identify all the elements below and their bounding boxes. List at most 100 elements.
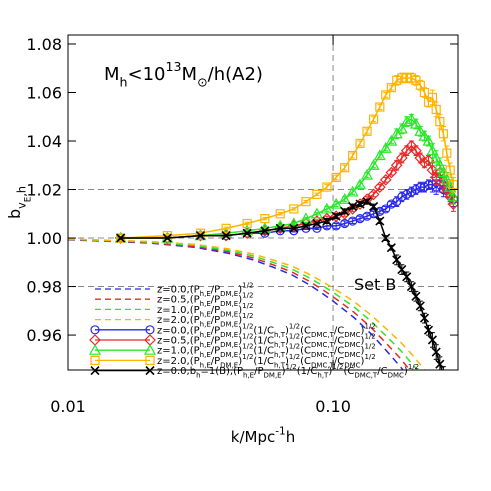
error-bar — [440, 125, 446, 142]
legend-label-part: DMC — [344, 331, 360, 339]
series-line — [68, 238, 426, 370]
marker — [195, 231, 206, 241]
marker — [221, 223, 231, 233]
marker — [221, 231, 231, 241]
marker — [385, 166, 398, 179]
legend-label-part: h — [196, 372, 200, 380]
legend-label-part: /C — [377, 366, 387, 377]
marker — [392, 197, 402, 207]
legend-label-part: ) — [238, 346, 242, 357]
marker — [426, 144, 439, 156]
error-bar — [223, 226, 229, 231]
marker — [375, 102, 385, 112]
legend-label-part: DM,E — [220, 341, 238, 349]
marker — [386, 243, 396, 253]
marker — [275, 209, 285, 219]
legend-label-part: (1/C — [253, 356, 274, 367]
marker — [375, 216, 385, 226]
marker — [445, 165, 455, 175]
legend-label: z=0.5,(Ph,E/PDM,E)1/2 — [157, 292, 253, 309]
marker — [301, 221, 311, 231]
legend-label-part: /C — [334, 356, 344, 367]
annotation-note: Set B — [354, 275, 396, 294]
error-bar — [383, 91, 389, 98]
legend-label-part: DMC,T — [311, 331, 335, 339]
annotation-part: /h(A2) — [208, 64, 263, 85]
marker — [381, 90, 391, 100]
marker — [88, 343, 102, 355]
legend-label-part: h,T — [274, 351, 286, 359]
error-bar — [377, 184, 383, 191]
legend-label-part: ) — [238, 325, 242, 336]
annotation-part: 13 — [166, 59, 182, 74]
legend-label-part: /P — [211, 305, 220, 316]
legend-label-part: (C — [300, 336, 311, 347]
marker — [411, 291, 421, 301]
legend-label-part: DM,E — [220, 290, 238, 298]
marker — [395, 152, 408, 164]
legend-label-part: h,T — [274, 331, 286, 339]
marker — [435, 359, 445, 369]
marker — [312, 189, 322, 199]
error-bar — [291, 207, 297, 211]
marker — [143, 343, 157, 355]
legend-label-part: DM,E — [220, 331, 238, 339]
legend-label: z=0.0,bh=1(B),(Ph,E/PDM,E)1/2(1/Ch,T)1/2… — [157, 363, 419, 380]
error-bar — [342, 164, 348, 171]
marker — [400, 115, 413, 127]
marker — [362, 126, 372, 136]
marker — [369, 209, 379, 219]
error-bar — [444, 145, 450, 161]
legend-label-part: ) — [285, 325, 289, 336]
legend-label-part: (1/C — [253, 325, 274, 336]
legend-label-part: DM,E — [264, 372, 282, 380]
marker — [275, 223, 285, 233]
marker — [438, 129, 448, 139]
marker — [419, 87, 430, 98]
marker — [447, 198, 458, 210]
legend-label-part: DM,E — [220, 351, 238, 359]
legend-label-part: ) — [238, 336, 242, 347]
marker — [444, 180, 457, 192]
marker — [442, 148, 452, 158]
legend-label-part: h,E — [200, 351, 211, 359]
legend-label-part: ) — [238, 285, 242, 296]
error-bar — [357, 215, 363, 222]
error-bar — [314, 226, 320, 231]
legend-label-part: 1/2 — [364, 353, 375, 361]
legend-label-part: DM,E — [220, 310, 238, 318]
legend-label-part: z=2.0,(P — [157, 356, 200, 367]
marker — [390, 159, 403, 172]
legend-label-part: 1/2 — [364, 322, 375, 330]
marker — [369, 201, 379, 212]
marker — [448, 180, 458, 190]
marker — [355, 138, 365, 149]
x-tick-label: 0.01 — [50, 397, 86, 416]
legend-label-part: h,T — [274, 361, 286, 369]
legend-label-part: 1/2 — [332, 363, 343, 371]
x-tick-label: 0.10 — [315, 397, 351, 416]
marker — [423, 325, 434, 335]
error-bar — [388, 84, 394, 91]
legend-label: z=0.5,(Ph,E/PDM,E)1/2(1/Ch,T)1/2(CDMC,T/… — [157, 333, 376, 350]
legend-label-part: (C — [300, 356, 311, 367]
marker — [440, 173, 453, 185]
legend-label-part: 1/2 — [289, 333, 300, 341]
error-bar — [357, 140, 363, 147]
legend-label-part: DM,E — [220, 361, 238, 369]
marker — [330, 197, 343, 209]
marker — [373, 181, 386, 193]
error-bar — [324, 184, 330, 191]
marker — [406, 281, 416, 292]
annotation-part: M — [182, 64, 198, 85]
legend-label-part: h,T — [317, 372, 329, 380]
legend-label-part: 1/2 — [242, 302, 253, 310]
marker — [322, 216, 332, 226]
legend-label-part: /C — [334, 325, 344, 336]
x-axis-label-part: h — [286, 428, 296, 446]
marker — [242, 228, 252, 238]
marker — [299, 212, 312, 224]
series-line — [68, 238, 411, 370]
marker — [381, 204, 391, 214]
